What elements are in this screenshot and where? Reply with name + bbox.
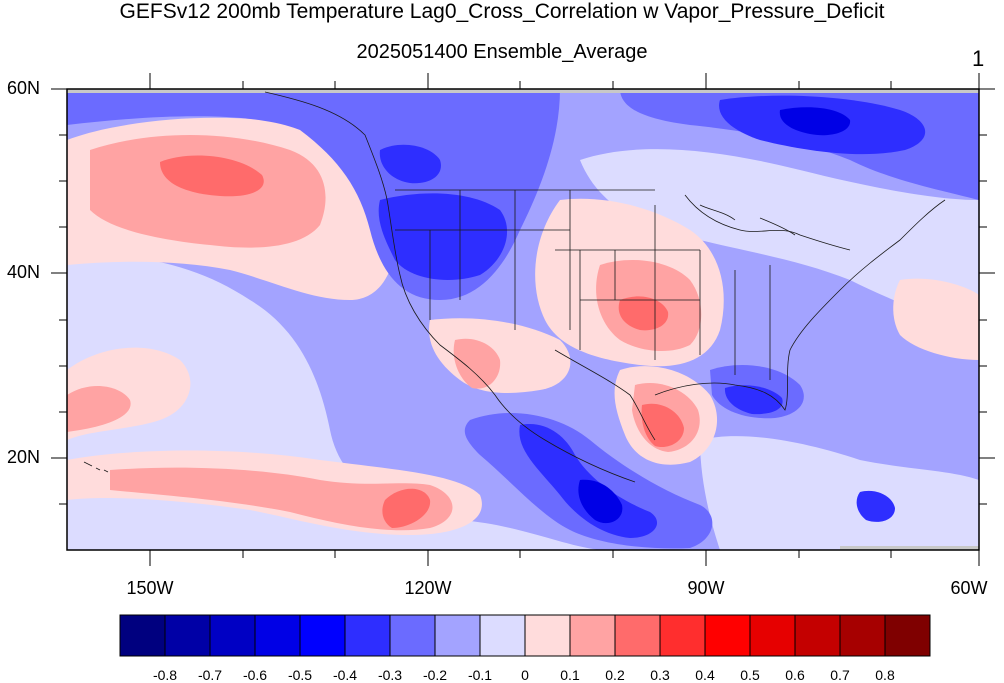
colorbar-swatch [389,614,436,657]
colorbar-tick-label: 0.4 [695,667,715,683]
colorbar-tick-label: -0.2 [422,667,448,683]
hawaii-islands [83,461,109,473]
gulf-atlantic-coastline [654,199,946,411]
colorbar-tick-label: 0.1 [560,667,580,683]
colorbar-swatch [839,614,886,657]
top-major-ticks [149,73,980,89]
top-minor-ticks [242,81,892,89]
colorbar-swatch [749,614,796,657]
lon-label-150w: 150W [126,578,174,598]
boundary-lines [83,91,946,483]
colorbar-tick-label: -0.6 [242,667,268,683]
left-major-ticks [51,88,67,459]
texas-coastline [554,349,656,441]
region-strong-negative-caribbean [856,490,895,522]
map-subtitle: 2025051400 Ensemble_Average [356,41,648,63]
lon-label-90w: 90W [687,578,725,598]
lon-label-60w: 60W [950,578,988,598]
colorbar-tick-label: -0.5 [287,667,313,683]
missing-data-top [67,89,979,93]
colorbar-tick-label: 0 [521,667,529,683]
missing-data-bottom [840,546,979,550]
colorbar-tick-label: 0.3 [650,667,670,683]
colorbar-swatch [209,614,256,657]
colorbar-swatch [479,614,526,657]
region-weak-positive-tropical-pacific [110,467,453,531]
colorbar-swatch [344,614,391,657]
great-lakes-border [684,194,851,251]
colorbar-tick-label: 0.7 [830,667,850,683]
colorbar-swatch [524,614,571,657]
colorbar-tick-label: 0.8 [875,667,895,683]
region-moderate-positive-north-pacific [160,155,264,197]
region-neutral-negative-east [580,149,979,330]
colorbar-tick-label: -0.3 [377,667,403,683]
colorbar-swatch [659,614,706,657]
lat-label-60n: 60N [6,78,40,98]
region-strong-negative-florida [724,385,783,415]
colorbar-swatch [614,614,661,657]
region-weak-positive-southwest [453,338,501,389]
lat-label-40n: 40N [6,262,40,282]
colorbar-tick-label: 0.2 [605,667,625,683]
region-neutral-positive-atlantic [893,278,979,360]
map-title: GEFSv12 200mb Temperature Lag0_Cross_Cor… [119,0,885,23]
colorbar-tick-label: -0.4 [332,667,358,683]
bottom-minor-ticks [242,550,892,558]
colorbar-swatch [254,614,301,657]
colorbar-tick-label: -0.8 [152,667,178,683]
region-moderate-positive-central-us [618,296,669,331]
colorbar-swatch [704,614,751,657]
right-minor-ticks [979,134,987,505]
left-minor-ticks [59,134,67,505]
region-weak-positive-west [67,385,131,432]
region-very-strong-negative-mexico [578,479,623,524]
region-strong-negative-rockies [378,193,508,280]
colorbar-tick-label: -0.1 [467,667,493,683]
colorbar-swatch [884,614,931,657]
right-major-ticks [979,88,995,459]
region-moderate-positive-tropical-pacific [382,488,431,528]
axis-ticks [51,73,995,566]
region-strong-negative-bc [379,144,441,184]
panel-number: 1 [972,46,985,71]
lat-label-20n: 20N [6,447,40,467]
colorbar-swatch [119,614,166,657]
colorbar-tick-label: 0.5 [740,667,760,683]
bottom-major-ticks [149,550,980,566]
colorbar-swatch [569,614,616,657]
great-lakes-outline [699,204,796,236]
colorbar-tick-label: 0.6 [785,667,805,683]
region-neutral-negative-atlantic [700,436,979,550]
region-very-strong-negative-hudson [779,107,851,136]
state-boundaries [395,189,771,380]
colorbar-swatch [299,614,346,657]
colorbar [119,614,931,657]
colorbar-swatch [164,614,211,657]
lon-label-120w: 120W [404,578,452,598]
colorbar-swatch [794,614,841,657]
colorbar-tick-label: -0.7 [197,667,223,683]
colorbar-swatch [434,614,481,657]
pacific-coastline [264,91,636,483]
correlation-field [67,89,979,550]
